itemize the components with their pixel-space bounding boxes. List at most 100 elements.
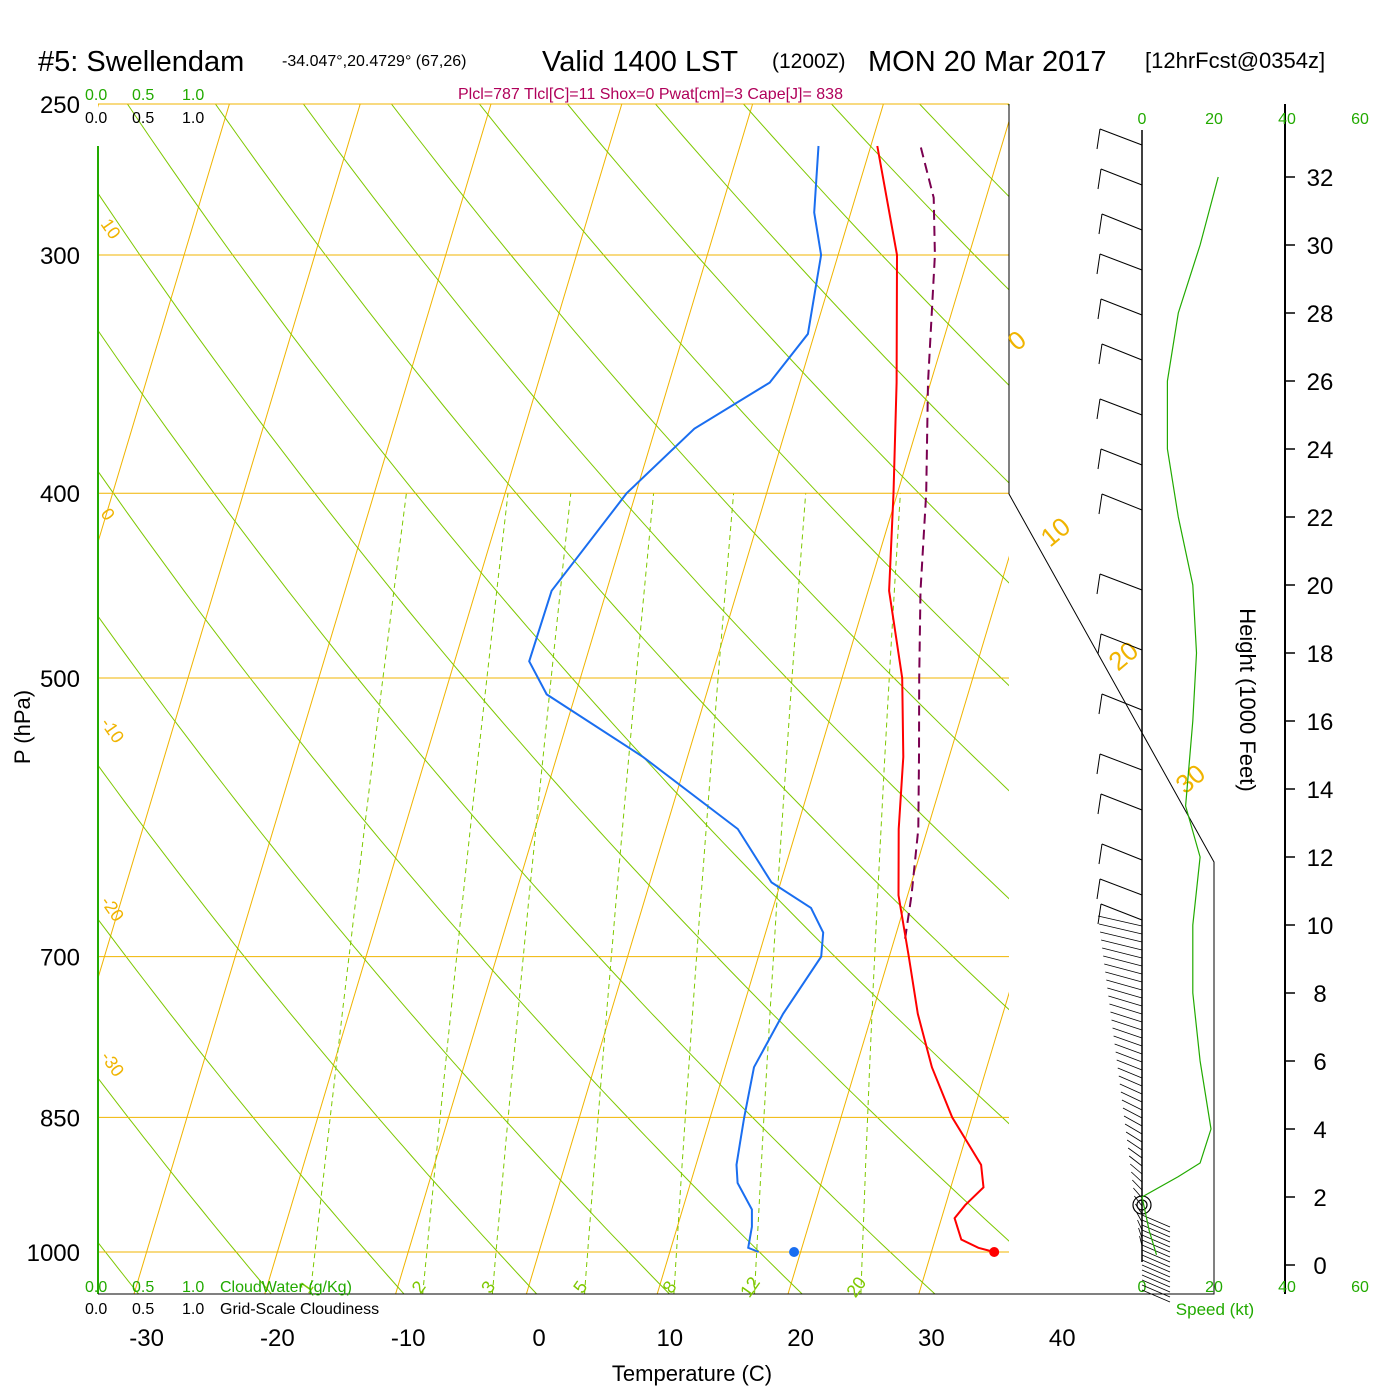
cloudwater-scale-bottom-1: 0.5 <box>132 1279 154 1296</box>
height-tick-label: 12 <box>1307 845 1334 872</box>
isotherm-line <box>787 555 1009 1294</box>
temperature-tick-label: 30 <box>918 1325 945 1352</box>
wind-barb <box>1116 1059 1143 1071</box>
wind-barb <box>1101 343 1143 361</box>
wind-barb <box>1117 1067 1143 1079</box>
wind-barb <box>1099 253 1143 271</box>
wind-barb <box>1141 1284 1171 1298</box>
height-tick-label: 4 <box>1313 1117 1326 1144</box>
wind-barb <box>1097 915 1143 927</box>
dry-adiabat-line <box>655 104 1009 484</box>
wind-barb <box>1099 931 1143 943</box>
wind-barb <box>1100 793 1143 811</box>
wind-barb <box>1138 1227 1143 1239</box>
wind-barb-feather <box>1097 298 1102 320</box>
height-tick-label: 22 <box>1307 505 1334 532</box>
wind-barb <box>1141 1264 1171 1278</box>
isotherm-label: -30 <box>97 1048 128 1081</box>
isotherm-line <box>133 104 492 1294</box>
wind-barb <box>1126 1139 1143 1151</box>
height-tick-label: 0 <box>1313 1253 1326 1280</box>
isotherm-label: 0 <box>97 504 119 524</box>
cloudiness-label: Grid-Scale Cloudiness <box>220 1301 379 1318</box>
wind-barb <box>1108 995 1143 1007</box>
wind-barb <box>1121 1099 1143 1111</box>
dry-adiabat-line <box>98 615 671 1294</box>
cloudiness-scale-bottom-2: 1.0 <box>182 1301 204 1318</box>
title-utc: (1200Z) <box>772 50 846 73</box>
wind-barb <box>1104 963 1143 975</box>
pressure-tick-label: 700 <box>40 945 80 972</box>
wind-barb <box>1101 843 1143 861</box>
isotherm-line <box>525 104 884 1294</box>
cloudiness-scale-top-2: 1.0 <box>182 110 204 127</box>
wind-barb <box>1099 398 1143 416</box>
height-tick-label: 8 <box>1313 981 1326 1008</box>
pressure-tick-label: 850 <box>40 1105 80 1132</box>
height-tick-label: 6 <box>1313 1049 1326 1076</box>
wind-barb-feather <box>1098 693 1103 715</box>
wind-barb <box>1100 298 1143 316</box>
wind-barb <box>1109 1003 1143 1015</box>
calm-wind-circle <box>1132 1195 1152 1215</box>
plot-clipped-group <box>98 104 1400 1331</box>
mixing-ratio-line <box>422 493 509 1294</box>
wind-barb <box>1141 1244 1171 1258</box>
speed-tick-label-top: 0 <box>1138 111 1147 128</box>
dry-adiabat-line <box>98 329 936 1294</box>
wind-barb <box>1100 448 1143 466</box>
wind-barb <box>1141 1249 1171 1263</box>
speed-tick-label-top: 40 <box>1278 111 1296 128</box>
speed-tick-label-bottom: 0 <box>1138 1279 1147 1296</box>
dry-adiabat-line <box>214 104 1009 1011</box>
mixing-ratio-line <box>309 493 407 1294</box>
wind-barb <box>1106 979 1143 991</box>
cloudwater-label: CloudWater (g/Kg) <box>220 1279 352 1296</box>
temperature-tick-label: 10 <box>656 1325 683 1352</box>
temperature-curve <box>876 145 995 1253</box>
isotherm-line <box>98 104 230 544</box>
surface-temperature-dot <box>989 1247 1000 1257</box>
wind-barb <box>1131 1171 1143 1183</box>
dry-adiabat-line <box>98 470 803 1294</box>
wind-barb <box>1141 1224 1171 1238</box>
cloudwater-scale-bottom-2: 1.0 <box>182 1279 204 1296</box>
isotherm-line <box>1039 104 1400 1331</box>
wind-barb <box>1098 923 1143 935</box>
wind-barb-feather <box>1098 343 1103 365</box>
wind-barb <box>1141 1289 1171 1303</box>
pressure-tick-label: 500 <box>40 666 80 693</box>
isotherm-line <box>656 119 1009 1294</box>
temperature-tick-label: -30 <box>129 1325 164 1352</box>
isotherm-label: 20 <box>1103 635 1144 677</box>
wind-barb <box>1141 1234 1171 1248</box>
isotherm-line <box>98 104 361 980</box>
chart-curves <box>528 145 1000 1257</box>
wind-barb <box>1101 493 1143 511</box>
wind-barb <box>1112 1027 1143 1039</box>
wind-barb <box>1099 878 1143 896</box>
wind-barb <box>1141 1229 1171 1243</box>
dry-adiabat-line <box>98 764 538 1294</box>
wind-barb-feather <box>1098 213 1103 235</box>
wind-barb <box>1141 1259 1171 1273</box>
dry-adiabat-line <box>743 104 1009 386</box>
calm-wind-circle-inner <box>1136 1199 1148 1211</box>
title-coords: -34.047°,20.4729° (67,26) <box>282 53 466 70</box>
mixing-ratio-label: 12 <box>736 1273 764 1301</box>
wind-barb-feather <box>1097 168 1102 190</box>
wind-barb-feather <box>1096 878 1101 900</box>
height-tick-label: 10 <box>1307 913 1334 940</box>
height-tick-label: 26 <box>1307 369 1334 396</box>
isotherm-line <box>918 991 1009 1294</box>
title-date: MON 20 Mar 2017 <box>868 46 1107 78</box>
wind-barb-feather <box>1097 448 1102 470</box>
wind-barb <box>1127 1147 1143 1159</box>
pressure-tick-label: 1000 <box>27 1240 80 1267</box>
isotherm-line <box>264 104 623 1294</box>
dry-adiabat-line <box>126 104 1009 1125</box>
isotherm-label: 10 <box>1035 511 1076 553</box>
wind-barb-feather <box>1097 903 1102 925</box>
